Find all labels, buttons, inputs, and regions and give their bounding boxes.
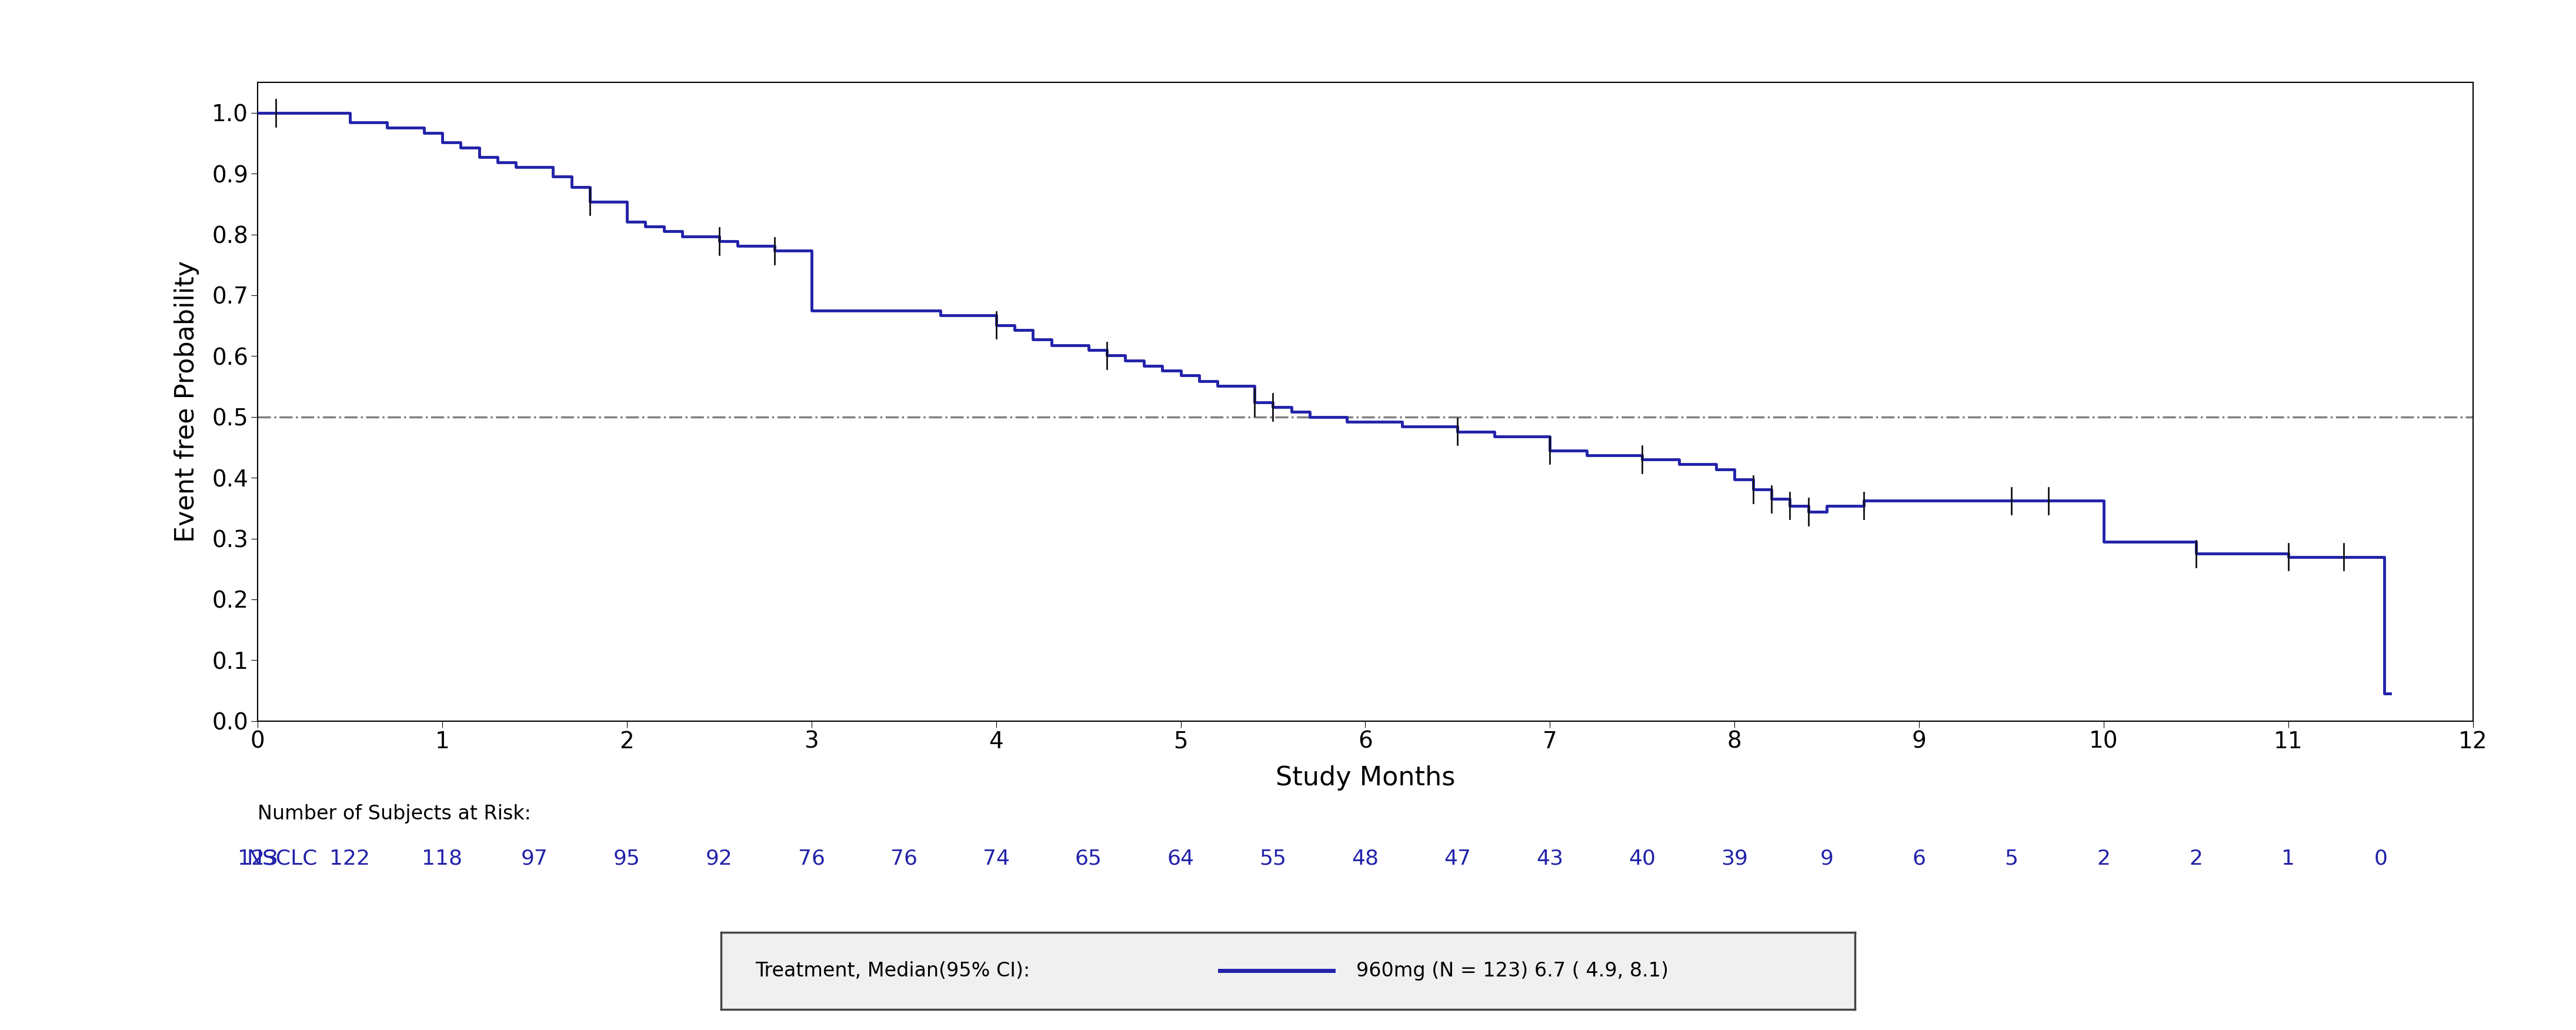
Text: 92: 92 xyxy=(706,849,732,868)
Text: 47: 47 xyxy=(1445,849,1471,868)
Text: 2: 2 xyxy=(2190,849,2202,868)
Text: 9: 9 xyxy=(1821,849,1834,868)
Text: 6: 6 xyxy=(1911,849,1927,868)
Text: 2: 2 xyxy=(2097,849,2110,868)
Text: 0: 0 xyxy=(2375,849,2388,868)
Y-axis label: Event free Probability: Event free Probability xyxy=(175,261,198,543)
Text: 65: 65 xyxy=(1074,849,1103,868)
Text: 118: 118 xyxy=(422,849,464,868)
Text: 76: 76 xyxy=(799,849,824,868)
Text: 1: 1 xyxy=(2282,849,2295,868)
Text: 122: 122 xyxy=(330,849,371,868)
Text: 960mg (N = 123) 6.7 ( 4.9, 8.1): 960mg (N = 123) 6.7 ( 4.9, 8.1) xyxy=(1355,961,1669,981)
Text: 43: 43 xyxy=(1535,849,1564,868)
Text: 76: 76 xyxy=(891,849,917,868)
Text: 48: 48 xyxy=(1352,849,1378,868)
Text: 74: 74 xyxy=(981,849,1010,868)
Text: 40: 40 xyxy=(1628,849,1656,868)
Text: 5: 5 xyxy=(2004,849,2017,868)
Text: 55: 55 xyxy=(1260,849,1285,868)
Text: 123: 123 xyxy=(237,849,278,868)
Text: 95: 95 xyxy=(613,849,641,868)
X-axis label: Study Months: Study Months xyxy=(1275,765,1455,790)
Text: 97: 97 xyxy=(520,849,549,868)
Text: 39: 39 xyxy=(1721,849,1749,868)
Text: NSCLC: NSCLC xyxy=(247,849,317,868)
Text: 64: 64 xyxy=(1167,849,1195,868)
Text: Treatment, Median(95% CI):: Treatment, Median(95% CI): xyxy=(755,961,1030,981)
Text: Number of Subjects at Risk:: Number of Subjects at Risk: xyxy=(258,804,531,823)
